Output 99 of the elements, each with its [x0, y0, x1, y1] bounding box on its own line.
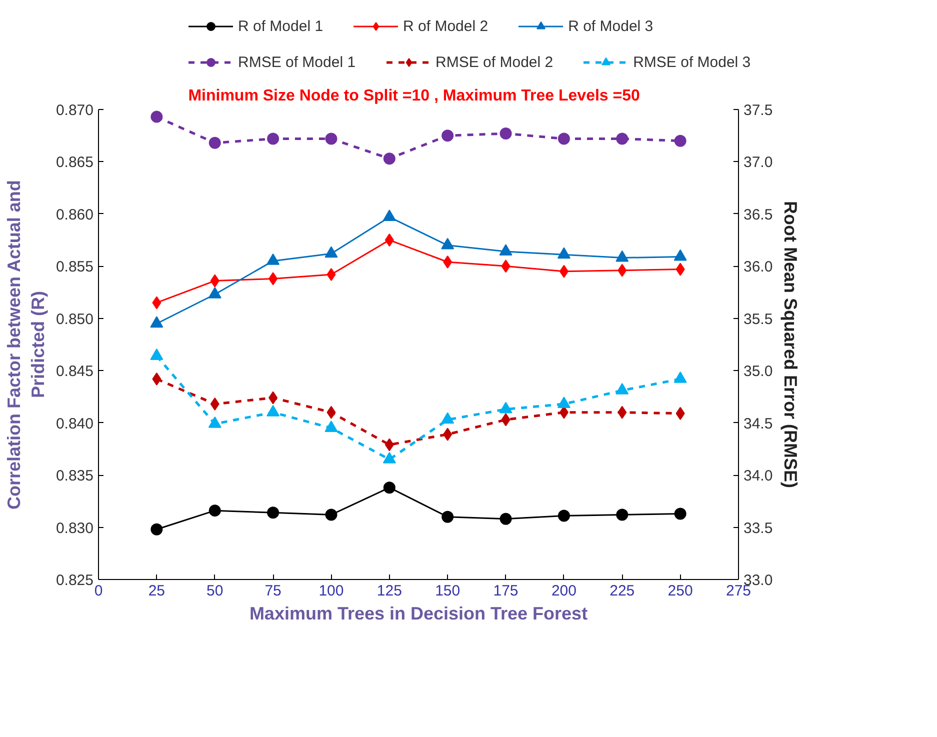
chart-title: Minimum Size Node to Split =10 , Maximum Tree Levels =50: [188, 88, 640, 104]
point: [208, 504, 221, 517]
y2-tick-label: 36.5: [744, 206, 773, 224]
point: [499, 244, 512, 256]
point: [674, 372, 687, 383]
y-tick-label: 0.865: [56, 154, 94, 172]
y-tick-label: 0.850: [56, 310, 94, 328]
y2-tick-label: 35.5: [744, 310, 773, 328]
point: [210, 398, 220, 411]
point: [616, 508, 628, 521]
point: [150, 110, 163, 123]
legend-label: R of Model 1: [238, 18, 324, 34]
point: [383, 152, 396, 165]
y-tick-label: 0.860: [56, 206, 94, 224]
y-tick-label: 0.825: [56, 572, 94, 589]
point: [676, 262, 685, 276]
point: [324, 420, 338, 432]
y2-tick-label: 36.0: [744, 258, 773, 276]
x-tick-label: 175: [493, 582, 518, 600]
x-tick-label: 125: [376, 582, 402, 600]
point: [441, 412, 454, 424]
point: [676, 406, 685, 420]
point: [267, 506, 280, 519]
x-tick-label: 225: [610, 582, 635, 600]
point: [150, 523, 163, 536]
legend-label: RMSE of Model 3: [633, 54, 751, 70]
x-tick-label: 50: [206, 582, 224, 600]
point: [674, 249, 687, 261]
point: [208, 136, 221, 149]
point: [384, 234, 394, 247]
point: [616, 132, 628, 145]
point: [152, 296, 162, 310]
point: [558, 132, 570, 145]
point: [501, 260, 510, 273]
x-tick-label: 75: [264, 582, 282, 600]
y2-axis-title: Root Mean Squared Error (RMSE): [780, 200, 801, 488]
point: [266, 404, 280, 416]
point: [618, 406, 627, 419]
x-tick-label: 150: [435, 582, 460, 600]
y2-tick-label: 35.0: [744, 363, 773, 380]
point: [674, 508, 686, 520]
legend-label: R of Model 3: [568, 18, 654, 34]
point: [616, 250, 629, 262]
point: [501, 413, 510, 426]
point: [384, 438, 394, 452]
y2-tick-label: 33.5: [744, 520, 773, 537]
point: [442, 130, 454, 142]
point: [557, 396, 570, 408]
point: [442, 510, 454, 523]
point: [616, 383, 629, 394]
point: [443, 255, 452, 268]
y-tick-label: 0.840: [56, 415, 94, 432]
point: [267, 132, 280, 145]
point: [150, 316, 164, 328]
y-tick-label: 0.835: [56, 468, 94, 485]
x-tick-label: 0: [94, 582, 103, 600]
point: [500, 128, 512, 140]
point: [324, 246, 338, 258]
point: [325, 132, 338, 145]
point: [558, 510, 570, 522]
point: [443, 428, 452, 441]
point: [326, 406, 336, 419]
legend-label: RMSE of Model 1: [238, 54, 356, 70]
point: [150, 348, 164, 360]
point: [382, 210, 396, 222]
point: [325, 508, 338, 521]
legend-label: RMSE of Model 2: [436, 54, 554, 70]
x-axis-title: Maximum Trees in Decision Tree Forest: [249, 604, 588, 624]
legend-label: R of Model 2: [403, 18, 488, 34]
y-axis-title: Correlation Factor between Actual and Pridicted (R): [4, 180, 48, 510]
point: [208, 286, 222, 298]
point: [382, 452, 396, 464]
y2-tick-label: 37.5: [744, 102, 773, 119]
point: [618, 264, 627, 277]
point: [210, 274, 220, 288]
point: [559, 264, 568, 278]
point: [326, 268, 336, 282]
y2-tick-label: 34.5: [744, 415, 773, 432]
y-tick-label: 0.855: [56, 258, 94, 276]
point: [557, 247, 570, 259]
point: [674, 134, 686, 147]
point: [208, 416, 222, 428]
point: [152, 372, 162, 386]
y-tick-label: 0.870: [56, 102, 94, 119]
y-tick-label: 0.845: [56, 363, 94, 380]
x-tick-label: 250: [668, 582, 693, 600]
point: [383, 482, 396, 494]
y-tick-label: 0.830: [56, 520, 94, 537]
x-tick-label: 100: [318, 582, 344, 600]
point: [266, 254, 280, 265]
x-tick-label: 200: [551, 582, 576, 600]
point: [499, 402, 512, 414]
y2-tick-label: 34.0: [744, 468, 773, 485]
point: [268, 272, 278, 286]
point: [268, 391, 278, 404]
x-tick-label: 25: [148, 582, 166, 600]
y2-tick-label: 37.0: [744, 154, 773, 172]
point: [500, 512, 512, 525]
point: [441, 238, 454, 250]
